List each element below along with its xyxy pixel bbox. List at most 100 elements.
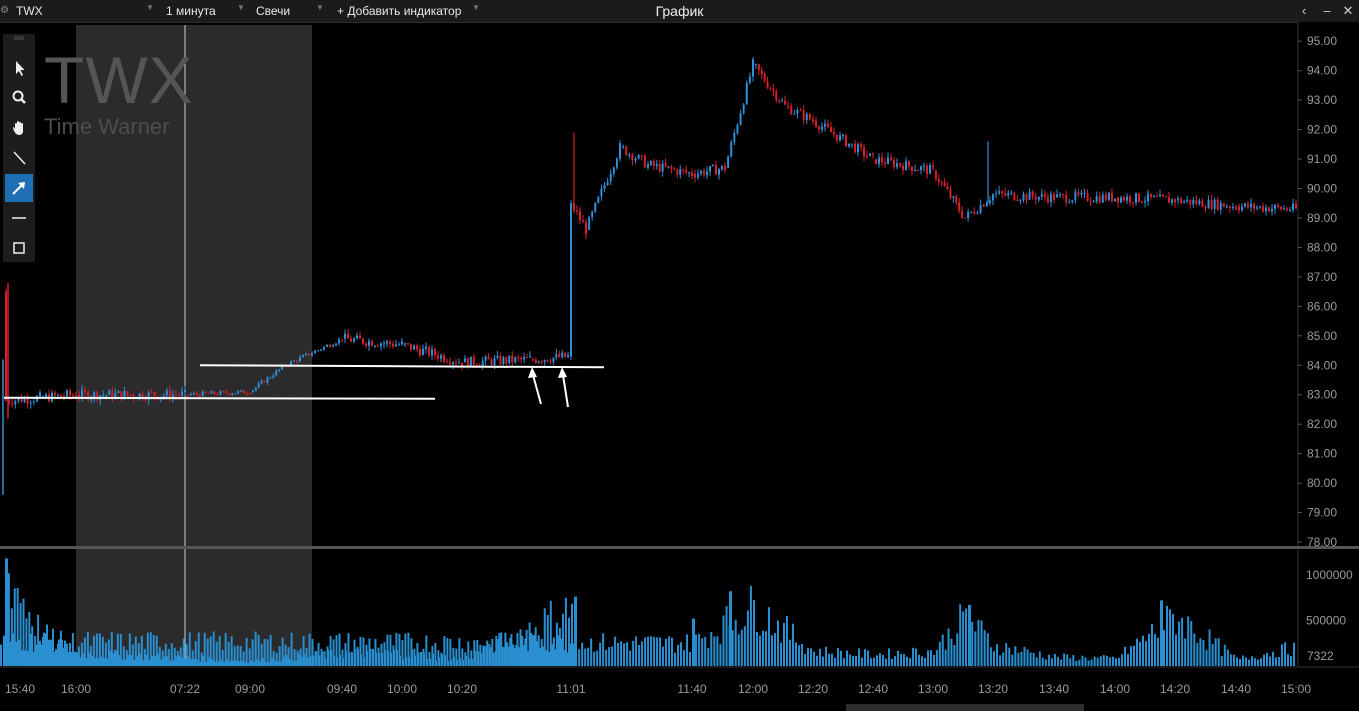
toolbar-grip-icon[interactable] — [5, 34, 33, 42]
volume-bar — [1190, 621, 1193, 666]
volume-bar — [1139, 641, 1141, 666]
zoom-icon[interactable] — [5, 84, 33, 112]
volume-bar — [151, 655, 153, 666]
volume-bar — [1105, 655, 1108, 666]
volume-bar — [190, 659, 192, 666]
volume-bar — [179, 647, 182, 666]
candle-body — [612, 167, 615, 174]
volume-bar — [44, 633, 47, 666]
chevron-down-icon[interactable]: ▼ — [237, 3, 245, 12]
volume-bar — [31, 626, 34, 666]
candle-body — [649, 161, 652, 165]
candle-body — [860, 144, 862, 148]
volume-bar — [266, 639, 269, 666]
candle-body — [1207, 199, 1210, 209]
candles-group — [2, 57, 1297, 495]
interval-select[interactable]: 1 минута — [166, 4, 216, 18]
gear-icon[interactable]: ⚙ — [0, 5, 9, 16]
volume-bar — [425, 635, 428, 666]
ticker-field[interactable]: TWX — [16, 4, 43, 18]
volume-bar — [1130, 646, 1132, 666]
candle-body — [940, 181, 943, 183]
chart-type-select[interactable]: Свечи — [256, 4, 291, 18]
candle-body — [805, 114, 808, 121]
candle-body — [967, 211, 970, 218]
volume-bar — [1148, 633, 1150, 666]
collapse-icon[interactable]: ‹ — [1301, 3, 1307, 18]
volume-bar — [41, 636, 44, 666]
candle-body — [1280, 206, 1282, 210]
volume-bar — [522, 645, 525, 666]
time-axis-bg — [0, 667, 1359, 711]
candle-body — [1080, 192, 1083, 195]
candle-body — [398, 344, 400, 346]
candle-body — [231, 393, 234, 395]
volume-bar — [753, 600, 755, 666]
candle-body — [201, 391, 204, 397]
volume-bar — [828, 653, 830, 666]
candle-body — [81, 389, 84, 398]
volume-bar — [221, 649, 224, 666]
volume-bar — [1044, 659, 1047, 666]
volume-bar — [410, 638, 413, 666]
volume-bar — [515, 644, 518, 666]
candle-body — [350, 338, 352, 342]
candle-body — [455, 362, 457, 364]
candle-body — [812, 119, 814, 122]
cursor-icon[interactable] — [5, 54, 33, 82]
watermark-ticker: TWX — [44, 43, 194, 117]
add-indicator-button[interactable]: + Добавить индикатор — [337, 4, 462, 18]
candle-body — [667, 166, 670, 168]
candle-body — [72, 395, 74, 397]
volume-bar — [647, 636, 650, 666]
volume-bar — [825, 646, 827, 666]
arrow-icon[interactable] — [5, 174, 33, 202]
chevron-down-icon[interactable]: ▼ — [316, 3, 324, 12]
minimize-icon[interactable]: – — [1323, 3, 1331, 18]
volume-bar — [161, 650, 164, 666]
candle-body — [615, 158, 618, 168]
volume-bar — [674, 652, 677, 666]
volume-bar — [516, 632, 519, 666]
volume-bar — [1075, 660, 1078, 666]
candle-body — [213, 391, 216, 394]
candle-body — [718, 169, 720, 175]
volume-bar — [223, 661, 225, 666]
candle-body — [228, 393, 231, 395]
volume-bar — [214, 661, 216, 666]
candle-body — [383, 343, 385, 345]
hand-icon[interactable] — [5, 114, 33, 142]
volume-bar — [1220, 655, 1223, 666]
close-icon[interactable]: ✕ — [1342, 3, 1354, 18]
volume-bar — [218, 635, 221, 666]
volume-bar — [611, 646, 614, 666]
volume-bar — [533, 634, 536, 666]
volume-bar — [563, 649, 566, 666]
volume-bar — [777, 620, 779, 666]
candle-body — [570, 203, 572, 357]
line-icon[interactable] — [5, 144, 33, 172]
volume-bar — [119, 633, 122, 666]
volume-bar — [551, 643, 554, 666]
horizontal-line-icon[interactable] — [5, 204, 33, 232]
candle-body — [1262, 206, 1264, 212]
chevron-down-icon[interactable]: ▼ — [146, 3, 154, 12]
volume-bar — [725, 606, 728, 666]
volume-bar — [193, 658, 195, 666]
volume-bar — [239, 645, 242, 666]
rectangle-icon[interactable] — [5, 234, 33, 262]
volume-bar — [347, 633, 350, 666]
volume-bar — [287, 647, 290, 666]
volume-bar — [548, 651, 551, 666]
chevron-down-icon[interactable]: ▼ — [472, 3, 480, 12]
volume-bar — [1208, 629, 1211, 666]
candle-body — [733, 133, 736, 143]
candle-body — [413, 345, 415, 350]
volume-bar — [596, 650, 599, 666]
candle-body — [1135, 193, 1137, 203]
y-tick-label: 78.00 — [1307, 535, 1337, 549]
volume-bar — [1245, 657, 1247, 666]
volume-bar — [560, 638, 563, 666]
candle-body — [35, 396, 38, 402]
